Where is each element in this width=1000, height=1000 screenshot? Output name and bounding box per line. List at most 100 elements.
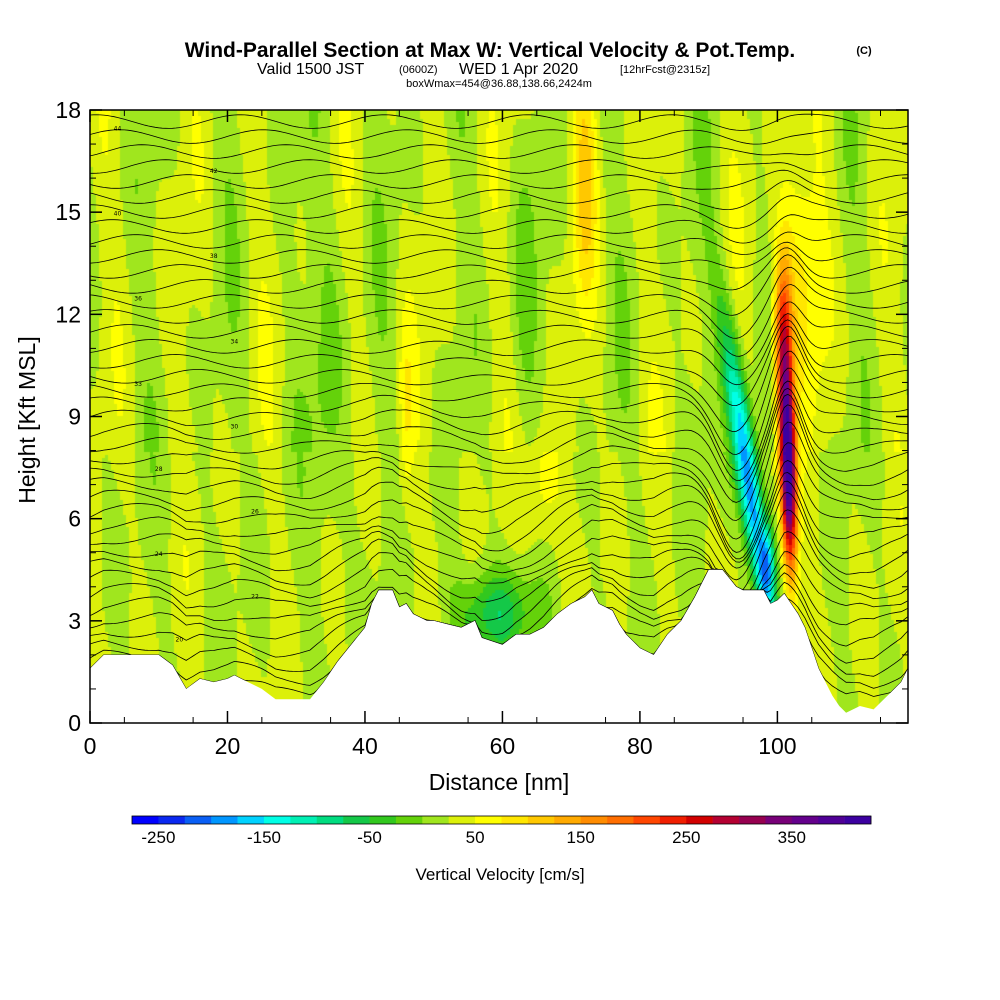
colorbar-swatch	[158, 816, 186, 824]
colorbar-tick-label: 350	[778, 828, 806, 847]
forecast-info: [12hrFcst@2315z]	[620, 64, 710, 76]
y-tick-label: 18	[55, 97, 81, 123]
isentrope-line	[90, 169, 908, 190]
y-tick-label: 12	[55, 301, 81, 327]
isentrope-line	[90, 551, 908, 635]
colorbar-swatch	[659, 816, 687, 824]
isentrope-line	[90, 393, 908, 521]
isentrope-line	[90, 159, 908, 174]
contour-label: 38	[210, 253, 218, 260]
colorbar	[131, 815, 872, 825]
colorbar-swatch	[607, 816, 634, 824]
isentrope-line	[90, 564, 908, 645]
colorbar-swatch	[263, 816, 291, 824]
y-tick-label: 15	[55, 199, 81, 225]
x-axis-label: Distance [nm]	[429, 769, 570, 795]
isentrope-line	[90, 214, 908, 244]
colorbar-swatch	[527, 816, 555, 824]
contour-label: 30	[231, 423, 239, 430]
contour-label: 22	[251, 594, 259, 601]
contour-label: 28	[155, 466, 163, 473]
colorbar-tick-label: 50	[466, 828, 485, 847]
terrain-mask	[90, 569, 908, 723]
colorbar-tick-label: -250	[141, 828, 175, 847]
contour-label: 26	[251, 509, 259, 516]
isentrope-line	[90, 266, 908, 339]
contour-label: 20	[176, 636, 184, 643]
colorbar-swatch	[712, 816, 740, 824]
y-tick-label: 0	[68, 710, 81, 736]
x-tick-label: 60	[490, 733, 516, 759]
isentrope-line	[90, 247, 908, 291]
colorbar-swatch	[686, 816, 713, 824]
x-tick-label: 0	[84, 733, 97, 759]
valid-utc: (0600Z)	[399, 64, 438, 76]
isentrope-line	[90, 442, 908, 560]
isentrope-line	[90, 367, 908, 482]
chart-title: Wind-Parallel Section at Max W: Vertical…	[185, 39, 796, 62]
isentrope-line	[90, 387, 908, 503]
colorbar-swatch	[422, 816, 450, 824]
isentrope-line	[90, 350, 908, 471]
colorbar-swatch	[501, 816, 529, 824]
isentrope-line	[90, 113, 908, 131]
isentrope-line	[90, 301, 908, 371]
colorbar-swatch	[343, 816, 370, 824]
y-axis-label: Height [Kft MSL]	[14, 336, 40, 503]
isentrope-line	[90, 254, 908, 316]
valid-prefix: Valid 1500 JST	[257, 61, 365, 78]
x-tick-label: 40	[352, 733, 378, 759]
isentrope-line	[90, 472, 908, 569]
contour-label: 33	[134, 381, 142, 388]
isentrope-line	[90, 460, 908, 563]
isentrope-line	[90, 480, 908, 581]
isentrope-line	[90, 421, 908, 553]
colorbar-title: Vertical Velocity [cm/s]	[415, 865, 584, 884]
plot-area: 44 42 40 38 36 34 33 30 28 26 24 22 20	[89, 109, 909, 724]
x-tick-label: 100	[758, 733, 796, 759]
colorbar-swatch	[765, 816, 793, 824]
contour-labels: 44 42 40 38 36 34 33 30 28 26 24 22 20	[114, 125, 259, 643]
isentrope-line	[90, 129, 908, 145]
colorbar-swatch	[580, 816, 608, 824]
colorbar-swatch	[184, 816, 212, 824]
colorbar-swatch	[369, 816, 397, 824]
colorbar-swatch	[448, 816, 476, 824]
x-tick-label: 20	[215, 733, 241, 759]
colorbar-swatch	[237, 816, 265, 824]
y-tick-label: 6	[68, 506, 81, 532]
y-tick-label: 9	[68, 404, 81, 430]
valid-date: WED 1 Apr 2020	[459, 61, 578, 78]
box-max-info: boxWmax=454@36.88,138.66,2424m	[406, 78, 592, 90]
colorbar-tick-labels: -250 -150 -50 50 150 250 350	[141, 828, 806, 847]
isentrope-line	[90, 144, 908, 159]
isentrope-line	[90, 335, 908, 455]
contour-label: 34	[231, 338, 239, 345]
colorbar-swatch	[633, 816, 661, 824]
colorbar-swatch	[211, 816, 238, 824]
isentrope-line	[90, 319, 908, 406]
x-tick-label: 80	[627, 733, 653, 759]
colorbar-tick-label: -150	[247, 828, 281, 847]
isentrope-line	[90, 531, 908, 621]
colorbar-swatch	[554, 816, 581, 824]
colorbar-tick-label: -50	[357, 828, 382, 847]
colorbar-swatch	[739, 816, 766, 824]
potential-temperature-contours	[90, 113, 908, 697]
colorbar-frame	[131, 815, 872, 825]
isentrope-line	[90, 491, 908, 591]
copyright-mark: (C)	[856, 45, 872, 57]
isentrope-line	[90, 231, 908, 255]
isentrope-line	[90, 509, 908, 603]
isentrope-line	[90, 195, 908, 229]
contour-label: 40	[114, 211, 122, 218]
contour-label: 24	[155, 551, 163, 558]
isentrope-line	[90, 380, 908, 490]
colorbar-swatch	[844, 816, 872, 824]
colorbar-swatch	[290, 816, 318, 824]
contour-label: 44	[114, 125, 122, 132]
isentrope-line	[90, 404, 908, 540]
colorbar-swatch	[475, 816, 502, 824]
